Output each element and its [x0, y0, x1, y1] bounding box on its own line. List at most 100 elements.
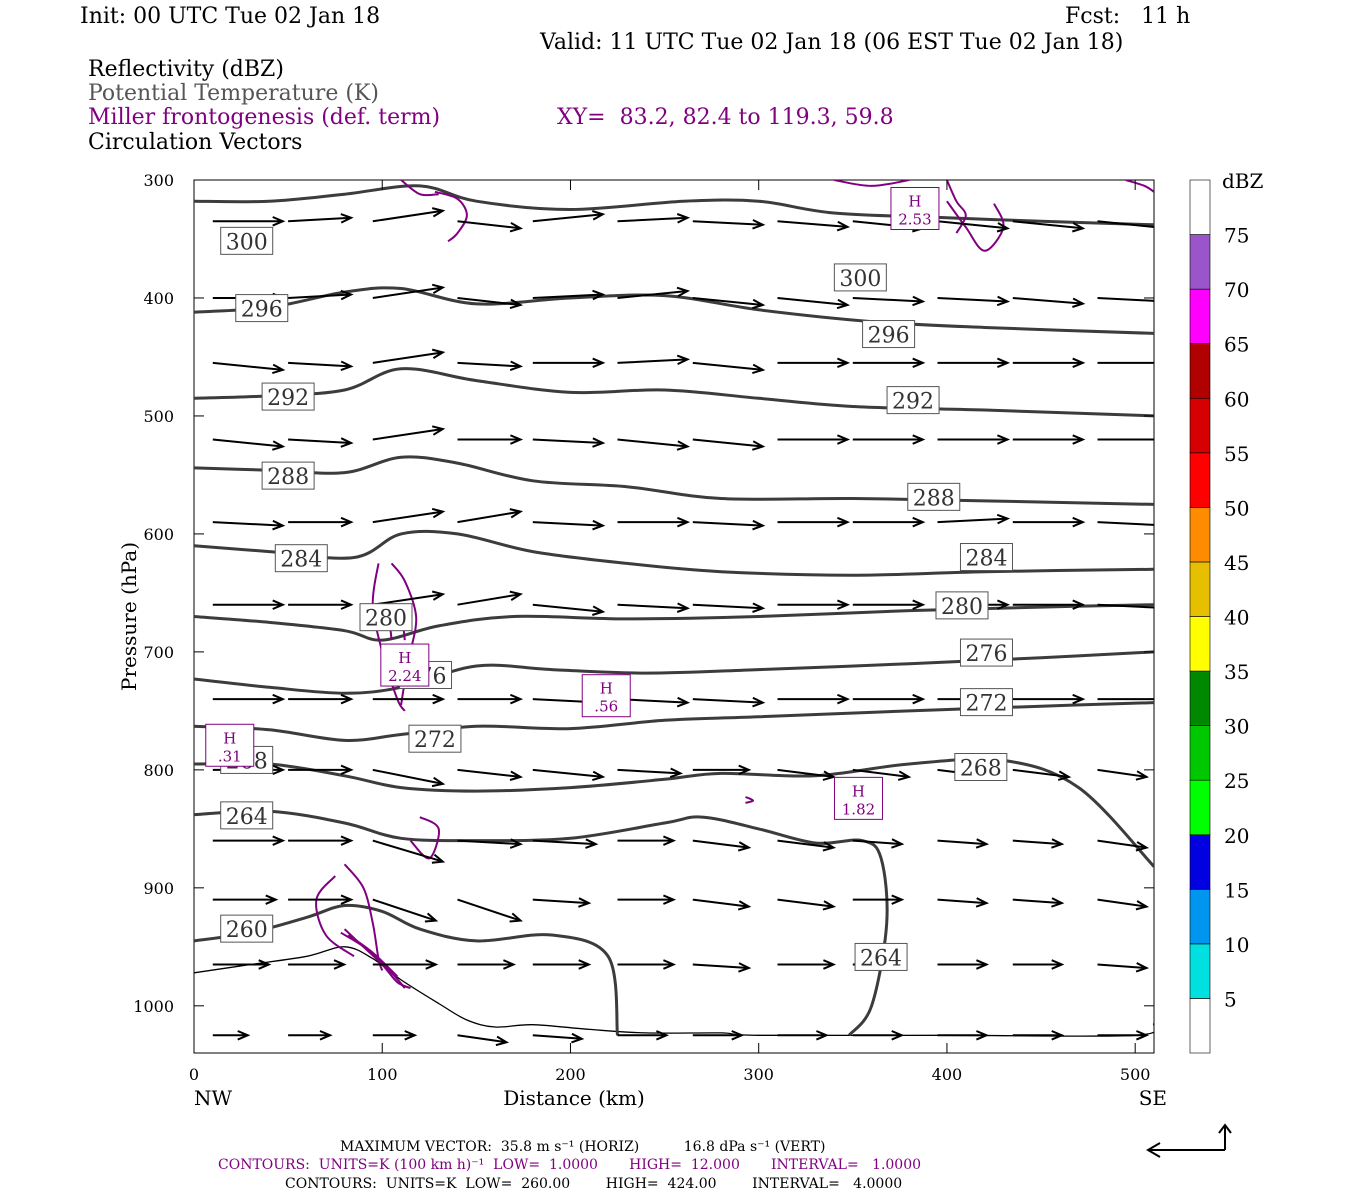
circulation-vector: [457, 898, 523, 923]
colorbar-level-label: 40: [1224, 606, 1249, 630]
circulation-vector: [1097, 962, 1150, 973]
fronto-max-box: [205, 723, 255, 767]
circulation-vector: [532, 897, 592, 908]
circulation-vector: [617, 286, 691, 299]
circulation-vector: [1012, 838, 1065, 849]
circulation-vector: [692, 898, 752, 911]
circulation-vector: [457, 434, 524, 445]
theta-label: 280: [365, 607, 407, 632]
circulation-vector: [288, 959, 347, 970]
circulation-vector: [372, 207, 446, 223]
theta-label: 296: [868, 324, 910, 349]
forecast-hour: Fcst: 11 h: [1065, 4, 1191, 29]
theta-label: 300: [839, 267, 881, 292]
y-tick-label: 900: [143, 879, 174, 898]
circulation-vector: [457, 220, 524, 233]
theta-label: 288: [913, 486, 955, 511]
fronto-max-marker: H: [852, 782, 865, 800]
circulation-vector: [1012, 434, 1086, 445]
colorbar-level-label: 45: [1224, 551, 1249, 575]
circulation-vector: [372, 1030, 418, 1041]
fronto-contour: [409, 816, 440, 860]
circulation-vector: [937, 357, 1011, 369]
colorbar-level-label: 30: [1224, 715, 1249, 739]
circulation-vector: [532, 357, 606, 369]
terrain-line: [194, 946, 1154, 1037]
circulation-vector: [777, 220, 851, 232]
colorbar-bin: [1189, 288, 1211, 344]
colorbar-level-label: 20: [1224, 824, 1249, 848]
circulation-vector: [692, 219, 766, 230]
circulation-vector: [692, 764, 752, 776]
circulation-vector: [1097, 521, 1154, 526]
fronto-contour: [745, 796, 755, 804]
colorbar-level-label: 5: [1224, 987, 1237, 1011]
circulation-vector: [457, 768, 524, 781]
theta-contour-292: [194, 367, 1154, 418]
theta-label-box: [886, 386, 940, 415]
circulation-vector: [532, 210, 606, 223]
circulation-vector: [617, 835, 677, 846]
circulation-vector: [372, 507, 446, 524]
colorbar-bin: [1189, 397, 1211, 454]
theta-label-box: [261, 461, 315, 490]
circulation-vector: [617, 213, 691, 224]
circulation-vector: [777, 434, 851, 445]
x-tick-label: 100: [367, 1065, 398, 1084]
circulation-vector: [1097, 297, 1154, 302]
circulation-vector: [937, 959, 990, 970]
theta-label-box: [235, 294, 289, 323]
circulation-vector: [852, 894, 905, 905]
circulation-vector: [532, 289, 606, 301]
circulation-vector: [532, 838, 599, 849]
y-tick-label: 600: [143, 525, 174, 544]
theta-contour-284: [194, 529, 1154, 577]
colorbar-level-label: 70: [1224, 278, 1249, 302]
circulation-vector: [617, 894, 677, 905]
circulation-vector: [1097, 220, 1154, 228]
footer-contours-theta: CONTOURS: UNITS=K LOW= 260.00 HIGH= 424.…: [285, 1176, 903, 1192]
fronto-contour: [434, 190, 468, 243]
circulation-vector: [372, 839, 446, 864]
theta-label-box: [907, 482, 961, 511]
colorbar-bin: [1189, 725, 1211, 781]
fronto-max-box: [380, 643, 430, 687]
circulation-vector: [372, 590, 446, 606]
circulation-vector: [1012, 768, 1072, 781]
y-tick-label: 700: [143, 643, 174, 662]
theta-label: 296: [241, 298, 283, 323]
circulation-vector: [937, 897, 990, 908]
theta-label-box: [959, 688, 1013, 717]
y-tick-label: 1000: [133, 997, 174, 1016]
y-axis-label: Pressure (hPa): [117, 542, 141, 691]
circulation-vector: [617, 959, 677, 970]
colorbar-bin: [1189, 343, 1211, 399]
circulation-vector: [457, 590, 524, 606]
circulation-vector: [457, 1034, 510, 1047]
theta-contour-296: [194, 286, 1154, 335]
circulation-vector: [852, 599, 926, 610]
theta-label: 264: [226, 805, 268, 830]
circulation-vector: [777, 693, 851, 705]
circulation-vector: [372, 425, 446, 441]
theta-label: 264: [860, 946, 902, 971]
colorbar-level-label: 75: [1224, 224, 1249, 248]
circulation-vector: [212, 693, 286, 705]
circulation-vector: [692, 602, 766, 613]
circulation-vector: [457, 360, 524, 372]
circulation-vector: [777, 599, 851, 610]
circulation-vector: [852, 693, 926, 705]
vert-reference-vector: [1218, 1123, 1232, 1150]
colorbar-level-label: 60: [1224, 387, 1249, 411]
legend-frontogenesis: Miller frontogenesis (def. term): [88, 105, 441, 130]
circulation-vector: [692, 519, 766, 531]
theta-label-box: [833, 263, 887, 292]
circulation-vector: [288, 599, 354, 610]
colorbar-bin: [1189, 561, 1211, 617]
circulation-vector: [212, 361, 286, 375]
fronto-contour: [340, 931, 406, 989]
circulation-vector: [212, 599, 286, 610]
circulation-vector: [852, 516, 926, 528]
theta-label: 268: [960, 757, 1002, 782]
theta-label-box: [261, 382, 315, 411]
